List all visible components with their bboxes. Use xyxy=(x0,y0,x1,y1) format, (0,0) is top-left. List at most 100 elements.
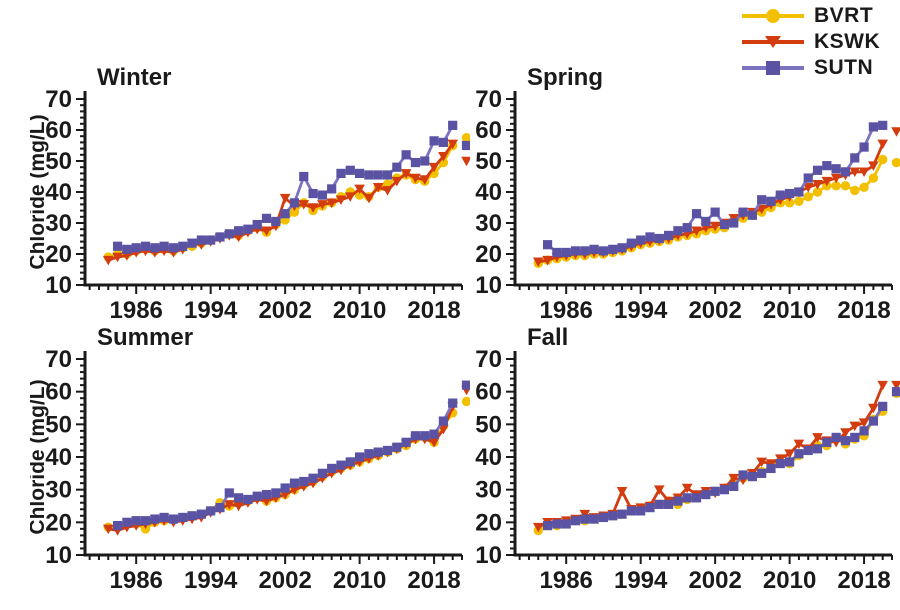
square-marker-icon xyxy=(233,493,244,503)
chart-title: Spring xyxy=(527,64,603,91)
legend-label-bvrt: BVRT xyxy=(814,4,874,27)
triangle-marker-icon xyxy=(542,255,553,266)
square-marker-icon xyxy=(438,137,448,147)
square-marker-icon xyxy=(673,226,683,236)
y-axis-ticks: 10 20 30 40 50 60 70 xyxy=(45,86,85,299)
triangle-marker-icon xyxy=(756,204,767,215)
square-marker-icon xyxy=(850,432,860,442)
square-marker-icon xyxy=(775,458,785,469)
square-marker-icon xyxy=(626,238,636,248)
square-marker-icon xyxy=(131,516,141,526)
square-marker-icon xyxy=(757,195,767,205)
square-marker-icon xyxy=(859,142,869,152)
triangle-marker-icon xyxy=(868,161,879,171)
square-marker-icon xyxy=(757,468,767,478)
y-tick-label: 40 xyxy=(45,444,72,471)
square-marker-icon xyxy=(243,224,253,234)
triangle-marker-icon xyxy=(849,421,861,432)
circle-marker-icon xyxy=(461,133,470,143)
square-marker-icon xyxy=(289,198,300,208)
y-tick-label: 60 xyxy=(45,379,72,406)
square-marker-icon xyxy=(429,136,439,146)
triangle-marker-icon xyxy=(461,156,470,167)
square-marker-icon xyxy=(785,188,795,199)
y-tick-label: 40 xyxy=(45,179,72,206)
y-tick-label: 10 xyxy=(45,542,72,569)
square-marker-icon xyxy=(822,161,832,171)
triangle-marker-icon xyxy=(681,483,693,494)
square-marker-icon xyxy=(224,488,234,498)
square-marker-icon xyxy=(122,517,132,527)
square-marker-icon xyxy=(448,120,458,130)
x-tick-label: 2018 xyxy=(407,297,460,322)
circle-marker-icon xyxy=(891,157,900,168)
triangle-marker-icon xyxy=(391,176,403,187)
square-marker-icon xyxy=(382,445,393,456)
square-marker-icon xyxy=(410,157,421,168)
series-kswk xyxy=(532,380,888,533)
square-marker-icon xyxy=(196,509,206,519)
square-marker-icon xyxy=(140,241,151,251)
y-tick-label: 20 xyxy=(45,509,72,536)
y-tick-label: 30 xyxy=(45,210,72,237)
square-marker-icon xyxy=(280,483,290,493)
square-marker-icon xyxy=(645,503,655,513)
y-tick-label: 10 xyxy=(475,542,502,569)
y-tick-label: 30 xyxy=(475,210,502,237)
square-marker-icon xyxy=(280,209,290,219)
y-tick-label: 50 xyxy=(45,148,72,175)
square-marker-icon xyxy=(168,514,179,524)
square-marker-icon xyxy=(150,514,160,524)
circle-marker-icon xyxy=(868,173,879,183)
x-tick-label: 1994 xyxy=(184,297,238,322)
spring-chart: 10 20 30 40 50 60 70 1986 1994 2002 2010 2018 Spring xyxy=(475,64,900,322)
triangle-marker-icon xyxy=(102,524,114,535)
square-marker-icon xyxy=(701,489,711,500)
y-axis-label: Chloride (mg/L) xyxy=(30,379,49,534)
square-marker-icon xyxy=(364,449,374,459)
y-axis-ticks: 10 20 30 40 50 60 70 xyxy=(475,346,515,569)
square-marker-icon xyxy=(224,229,234,239)
square-marker-icon xyxy=(243,494,253,505)
x-axis-ticks: 1986 1994 2002 2010 2018 xyxy=(88,285,463,322)
square-marker-icon xyxy=(663,230,674,240)
square-marker-icon xyxy=(392,442,402,452)
y-tick-label: 50 xyxy=(475,148,502,175)
y-tick-label: 40 xyxy=(475,444,502,471)
square-marker-icon xyxy=(150,243,160,253)
y-tick-label: 20 xyxy=(475,509,502,536)
circle-marker-icon xyxy=(859,182,869,193)
triangle-marker-icon xyxy=(326,198,337,209)
square-marker-icon xyxy=(345,457,355,467)
triangle-marker-icon xyxy=(261,226,272,236)
square-marker-icon xyxy=(112,521,123,531)
x-tick-label: 2018 xyxy=(407,567,460,594)
square-marker-icon xyxy=(840,436,851,446)
legend: BVRT KSWK SUTN xyxy=(742,4,880,80)
y-tick-label: 20 xyxy=(475,241,502,268)
triangle-marker-icon xyxy=(102,255,114,266)
y-tick-label: 10 xyxy=(45,272,72,299)
square-marker-icon xyxy=(299,171,309,182)
square-marker-icon xyxy=(673,496,683,506)
triangle-marker-icon xyxy=(532,522,544,533)
bvrt-detached-point xyxy=(891,157,900,168)
square-marker-icon xyxy=(608,244,618,254)
sutn-square-marker-icon xyxy=(766,61,780,75)
square-marker-icon xyxy=(868,122,878,132)
square-marker-icon xyxy=(112,241,123,251)
square-marker-icon xyxy=(794,187,804,197)
x-tick-label: 2010 xyxy=(333,567,386,594)
triangle-marker-icon xyxy=(428,438,440,448)
triangle-marker-icon xyxy=(858,418,870,428)
x-tick-label: 1994 xyxy=(614,567,668,594)
triangle-marker-icon xyxy=(400,169,412,179)
square-marker-icon xyxy=(355,452,365,462)
y-axis-label: Chloride (mg/L) xyxy=(30,114,49,269)
triangle-marker-icon xyxy=(709,221,721,232)
square-marker-icon xyxy=(878,120,888,130)
circle-marker-icon xyxy=(461,396,470,407)
square-marker-icon xyxy=(317,468,327,478)
square-marker-icon xyxy=(345,165,355,175)
